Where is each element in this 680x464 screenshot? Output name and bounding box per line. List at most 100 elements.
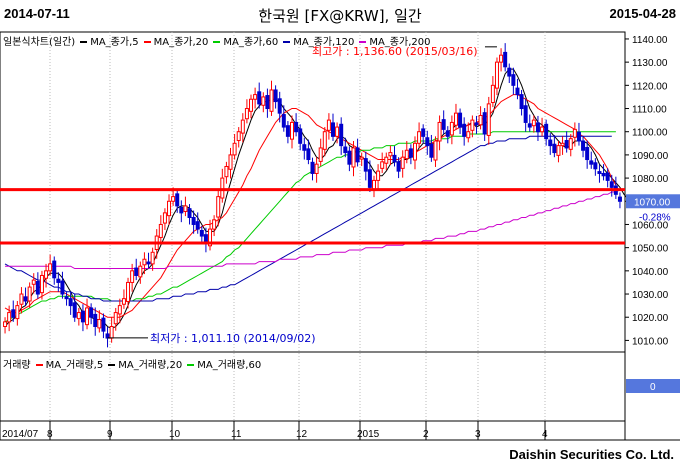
x-tick-label: 8 [47,429,53,440]
candle-body [261,96,266,106]
candle-body [269,89,274,112]
ma-line-2 [4,131,616,323]
candle-body [326,119,331,131]
candle-body [527,123,532,128]
candle-body [179,206,184,214]
candle-body [515,87,520,96]
candle-body [388,152,393,157]
candle-body [183,205,188,212]
legend-swatch [80,41,88,43]
candle-body [380,161,385,169]
candle-body [597,171,602,174]
candle-body [117,305,122,315]
candle-body [146,261,151,265]
price-pane-frame [0,31,626,353]
candle-body [564,140,569,149]
candle-body [384,156,389,164]
legend-swatch [187,364,195,366]
candle-body [314,163,319,174]
candle-body [240,119,245,134]
candle-body [19,293,24,305]
candle-body [433,140,438,161]
candle-body [212,219,217,230]
legend-item: MA_거래량,5 [45,360,104,371]
candle-body [232,142,237,156]
candle-body [568,138,573,150]
candle-body [228,154,233,170]
low-annotation: 최저가 : 1,011.10 (2014/09/02) [150,332,316,345]
y-tick-label: 1080.00 [632,174,669,185]
candle-body [441,119,446,130]
candle-body [601,172,606,177]
candle-body [68,298,73,307]
candle-body [540,126,545,133]
candle-body [97,319,102,329]
candle-body [277,98,282,114]
y-tick-label: 1040.00 [632,267,669,278]
candle-body [290,121,295,140]
candle-body [421,128,426,137]
candle-body [412,142,417,161]
candle-body [519,94,524,110]
candle-body [556,145,561,156]
candle-body [195,221,200,230]
candle-body [85,307,90,326]
candle-body [548,139,553,147]
candle-body [113,312,118,325]
last-price-label: 1070.00 [634,197,671,208]
header-bar: 2014-07-11 한국원 [FX@KRW], 일간 2015-04-28 [0,0,680,32]
candle-body [404,149,409,160]
y-tick-label: 1010.00 [632,336,669,347]
candle-body [273,89,278,103]
candle-body [27,286,32,302]
candle-body [560,142,565,147]
candle-body [224,165,229,178]
candle-body [417,131,422,144]
candle-body [347,150,352,165]
ma-line-0 [4,68,629,330]
candle-body [523,105,528,123]
candle-body [330,122,335,137]
candle-body [253,94,258,100]
candle-body [126,281,131,302]
candle-body [408,148,413,158]
candle-body [581,140,586,151]
candle-body [470,119,475,131]
last-price-box [626,194,680,209]
volume-legend: 거래량 MA_거래량,5 MA_거래량,20 MA_거래량,60 [3,356,267,371]
candle-body [478,114,483,126]
candle-body [466,131,471,139]
price-legend-title: 일본식차트(일간) [3,37,76,48]
ma-line-4 [5,189,621,269]
x-tick-label: 9 [107,429,113,440]
candle-body [56,278,61,283]
y-tick-label: 1050.00 [632,244,669,255]
candle-body [552,143,557,154]
legend-item: MA_종가,5 [90,37,139,48]
candle-body [257,91,262,105]
candle-body [474,122,479,126]
last-change-label: -0.28% [639,212,671,223]
candle-body [482,112,487,135]
candle-body [175,193,180,207]
candle-body [310,161,315,174]
candle-body [52,260,57,279]
candle-body [15,305,20,320]
candle-body [499,54,504,63]
y-tick-label: 1140.00 [632,35,668,46]
candle-body [216,196,221,218]
candle-body [171,196,176,202]
y-tick-label: 1110.00 [632,105,667,116]
x-tick-label: 11 [231,429,242,440]
candle-body [339,123,344,147]
candle-body [187,208,192,219]
candle-body [458,112,463,128]
legend-item: MA_종가,200 [369,37,431,48]
candle-body [39,274,44,294]
candle-body [449,121,454,136]
candle-body [576,131,581,142]
candle-body [158,223,163,238]
candle-body [589,160,594,165]
candle-body [11,309,16,318]
x-tick-label: 3 [475,429,481,440]
